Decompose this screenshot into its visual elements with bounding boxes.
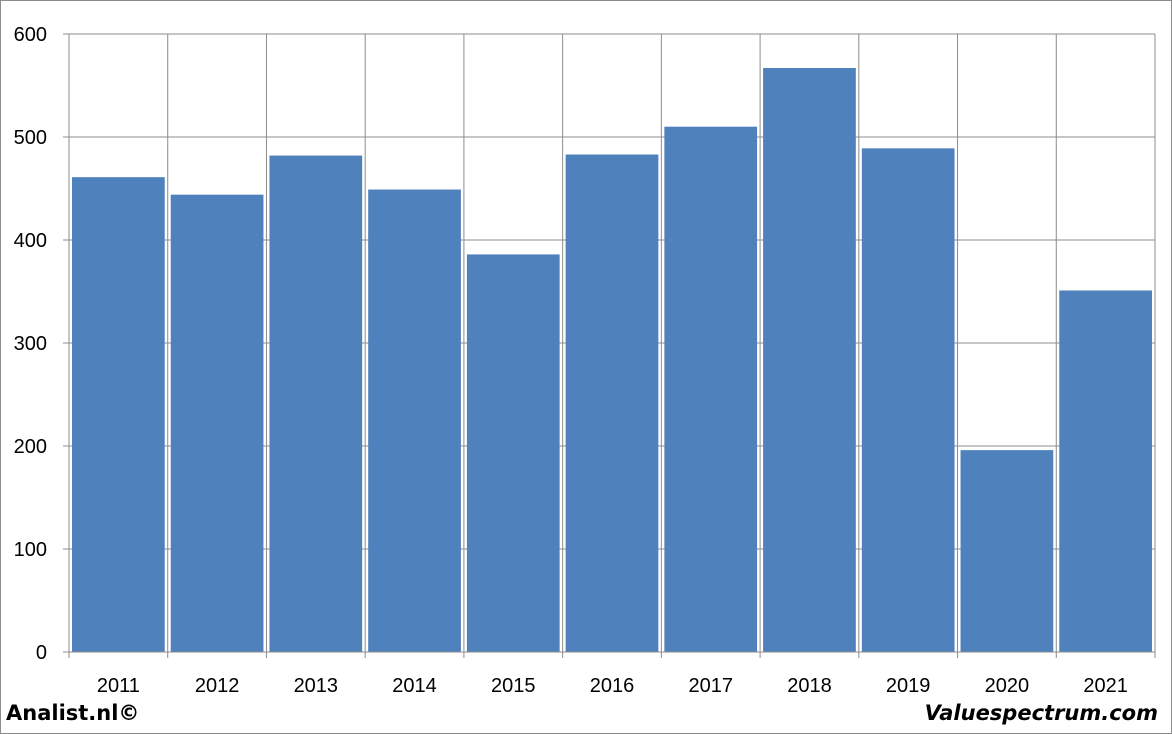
footer-source-right: Valuespectrum.com (924, 701, 1158, 725)
x-tick-label-2019: 2019 (886, 675, 931, 697)
y-tick-label-100: 100 (14, 539, 47, 561)
x-tick-label-2011: 2011 (97, 675, 140, 697)
footer-source-left: Analist.nl© (6, 701, 140, 725)
y-tick-label-400: 400 (14, 230, 47, 252)
x-tick-label-2017: 2017 (688, 675, 733, 697)
y-tick-label-500: 500 (14, 127, 47, 149)
y-tick-label-600: 600 (14, 24, 47, 46)
x-tick-label-2021: 2021 (1083, 675, 1128, 697)
bar-2014 (368, 189, 461, 652)
bar-2016 (565, 154, 659, 652)
x-tick-label-2014: 2014 (392, 675, 437, 697)
bar-2013 (269, 155, 363, 653)
y-tick-label-0: 0 (36, 642, 47, 664)
bar-2020 (960, 450, 1054, 652)
x-tick-label-2018: 2018 (787, 675, 832, 697)
bar-2017 (664, 126, 758, 652)
bar-2021 (1059, 290, 1152, 652)
x-tick-label-2016: 2016 (590, 675, 635, 697)
bar-2011 (72, 177, 165, 653)
bar-2015 (466, 254, 560, 653)
bar-2012 (170, 194, 264, 652)
x-tick-label-2020: 2020 (985, 675, 1030, 697)
bar-2018 (763, 67, 856, 653)
x-tick-label-2012: 2012 (195, 675, 240, 697)
y-tick-label-300: 300 (14, 333, 47, 355)
x-tick-label-2013: 2013 (294, 675, 339, 697)
y-tick-label-200: 200 (14, 436, 47, 458)
bar-2019 (861, 148, 955, 652)
x-tick-label-2015: 2015 (491, 675, 536, 697)
